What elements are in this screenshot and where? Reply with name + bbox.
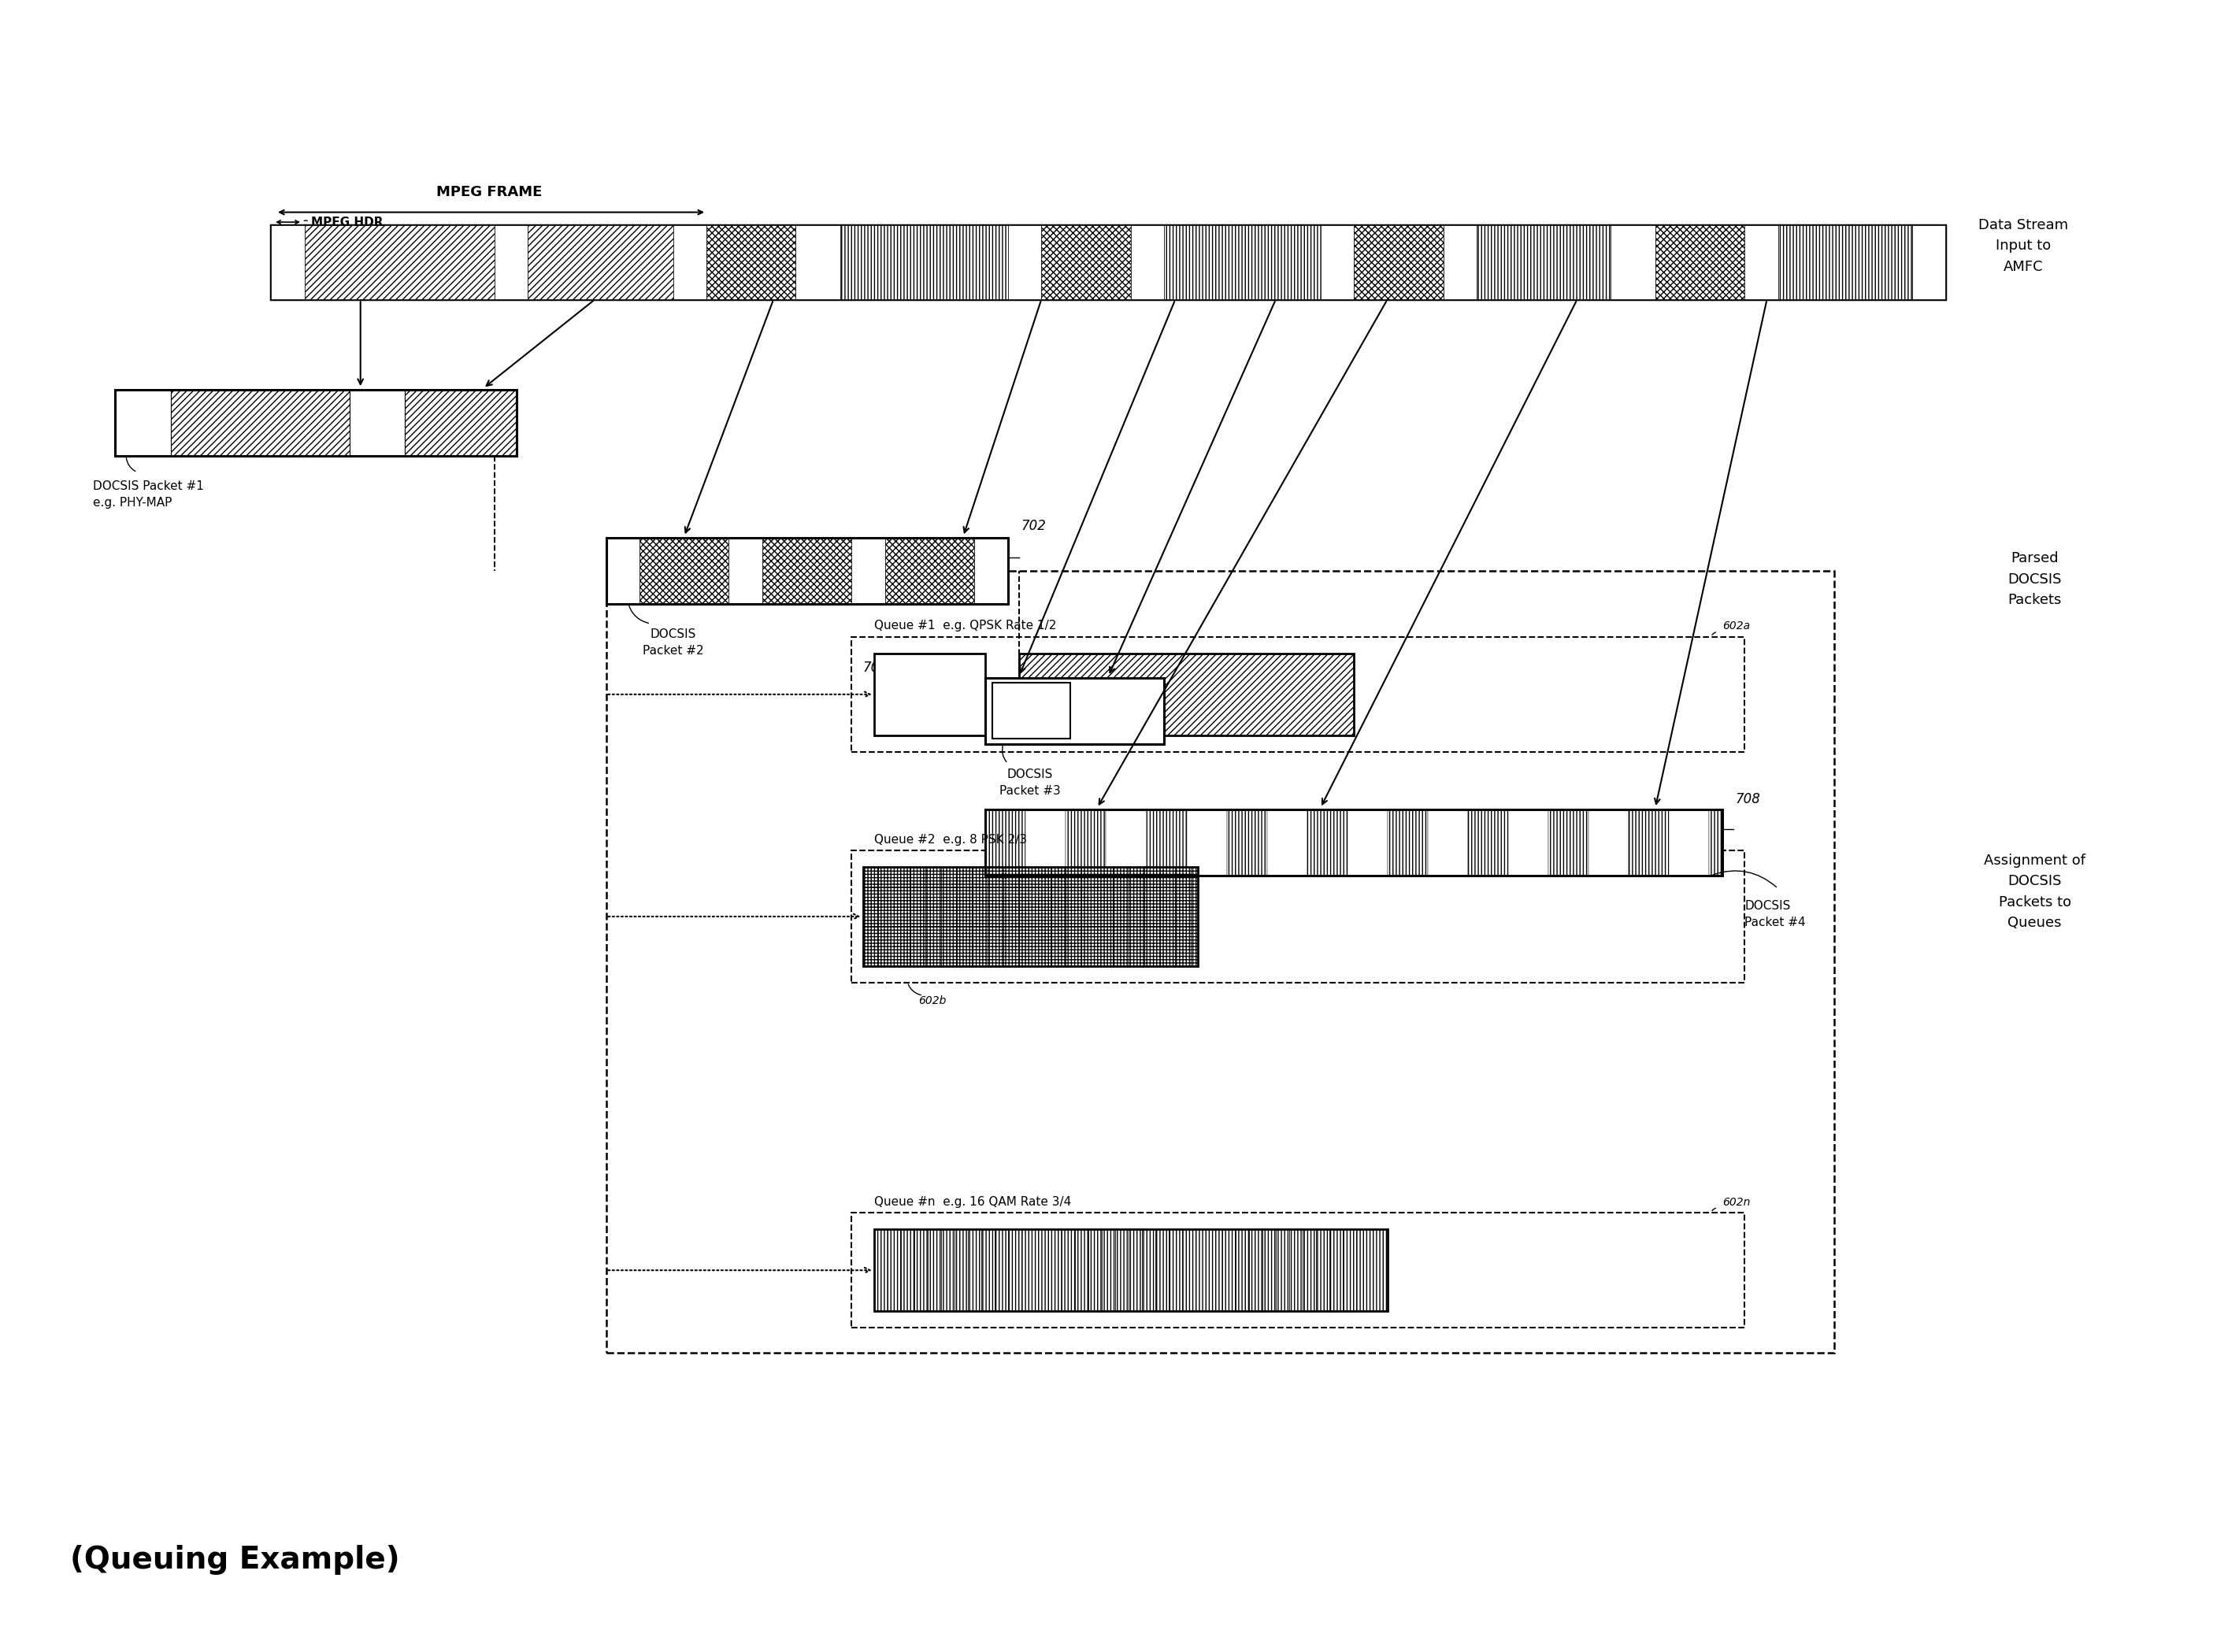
- Text: Queue #n  e.g. 16 QAM Rate 3/4: Queue #n e.g. 16 QAM Rate 3/4: [873, 1196, 1070, 1208]
- Bar: [1106, 809, 1146, 876]
- Text: Parsed
DOCSIS
Packets: Parsed DOCSIS Packets: [2008, 552, 2062, 606]
- Bar: [1628, 809, 1668, 876]
- Bar: [1321, 225, 1355, 299]
- Bar: [873, 653, 985, 735]
- Bar: [992, 682, 1070, 738]
- Text: MPEG FRAME: MPEG FRAME: [437, 185, 542, 200]
- Bar: [851, 539, 884, 605]
- Bar: [170, 390, 349, 456]
- Bar: [795, 225, 840, 299]
- Bar: [114, 390, 517, 456]
- Bar: [1041, 225, 1131, 299]
- Text: 602a: 602a: [1722, 621, 1751, 631]
- Bar: [495, 225, 528, 299]
- Bar: [607, 539, 1008, 605]
- Bar: [1267, 809, 1308, 876]
- Bar: [985, 809, 1722, 876]
- Bar: [1547, 809, 1587, 876]
- Bar: [1355, 225, 1444, 299]
- Text: 602b: 602b: [918, 996, 947, 1006]
- Bar: [1708, 809, 1722, 876]
- Bar: [1227, 809, 1267, 876]
- Bar: [1744, 225, 1778, 299]
- Bar: [1348, 809, 1388, 876]
- Bar: [1668, 809, 1708, 876]
- Bar: [114, 390, 170, 456]
- Bar: [1146, 809, 1187, 876]
- Bar: [1019, 653, 1355, 735]
- Bar: [840, 225, 1008, 299]
- Bar: [1308, 809, 1348, 876]
- Bar: [873, 1229, 1388, 1312]
- Bar: [985, 809, 1025, 876]
- Bar: [862, 867, 1198, 966]
- Bar: [1444, 225, 1478, 299]
- Text: Data Stream
Input to
AMFC: Data Stream Input to AMFC: [1979, 218, 2069, 274]
- Bar: [1025, 809, 1066, 876]
- Text: 702: 702: [1021, 519, 1046, 534]
- Bar: [1388, 809, 1428, 876]
- Bar: [1428, 809, 1469, 876]
- Text: 602n: 602n: [1722, 1196, 1751, 1208]
- Bar: [607, 539, 640, 605]
- Text: DOCSIS
Packet #4: DOCSIS Packet #4: [1744, 900, 1805, 928]
- Bar: [985, 677, 1164, 743]
- Text: MPEG HDR: MPEG HDR: [311, 216, 383, 228]
- Bar: [305, 225, 495, 299]
- Bar: [1066, 809, 1106, 876]
- Bar: [528, 225, 674, 299]
- Bar: [851, 851, 1744, 983]
- Bar: [607, 572, 1834, 1353]
- Text: 704: 704: [1178, 661, 1202, 674]
- Bar: [405, 390, 517, 456]
- Bar: [974, 539, 1008, 605]
- Bar: [1164, 225, 1321, 299]
- Bar: [884, 539, 974, 605]
- Bar: [674, 225, 708, 299]
- Bar: [1478, 225, 1610, 299]
- Text: 708: 708: [1735, 791, 1760, 806]
- Bar: [1008, 225, 1041, 299]
- Bar: [1778, 225, 1912, 299]
- Text: DOCSIS Packet #1
e.g. PHY-MAP: DOCSIS Packet #1 e.g. PHY-MAP: [92, 481, 204, 509]
- Bar: [271, 225, 305, 299]
- Bar: [1507, 809, 1547, 876]
- Text: Queue #2  e.g. 8 PSK 2/3: Queue #2 e.g. 8 PSK 2/3: [873, 834, 1028, 846]
- Bar: [851, 636, 1744, 752]
- Bar: [1610, 225, 1655, 299]
- Bar: [1469, 809, 1507, 876]
- Bar: [851, 1213, 1744, 1328]
- Bar: [708, 225, 795, 299]
- Text: Queue #1  e.g. QPSK Rate 1/2: Queue #1 e.g. QPSK Rate 1/2: [873, 620, 1057, 631]
- Bar: [1187, 809, 1227, 876]
- Bar: [1655, 225, 1744, 299]
- Text: DOCSIS
Packet #2: DOCSIS Packet #2: [643, 628, 703, 657]
- Text: (Queuing Example): (Queuing Example): [69, 1545, 401, 1574]
- Bar: [271, 225, 1946, 299]
- Bar: [1131, 225, 1164, 299]
- Text: 706: 706: [862, 661, 889, 674]
- Bar: [730, 539, 761, 605]
- Bar: [640, 539, 730, 605]
- Bar: [349, 390, 405, 456]
- Bar: [761, 539, 851, 605]
- Text: DOCSIS
Packet #3: DOCSIS Packet #3: [999, 768, 1061, 796]
- Bar: [1912, 225, 1946, 299]
- Text: Assignment of
DOCSIS
Packets to
Queues: Assignment of DOCSIS Packets to Queues: [1984, 854, 2085, 930]
- Bar: [1587, 809, 1628, 876]
